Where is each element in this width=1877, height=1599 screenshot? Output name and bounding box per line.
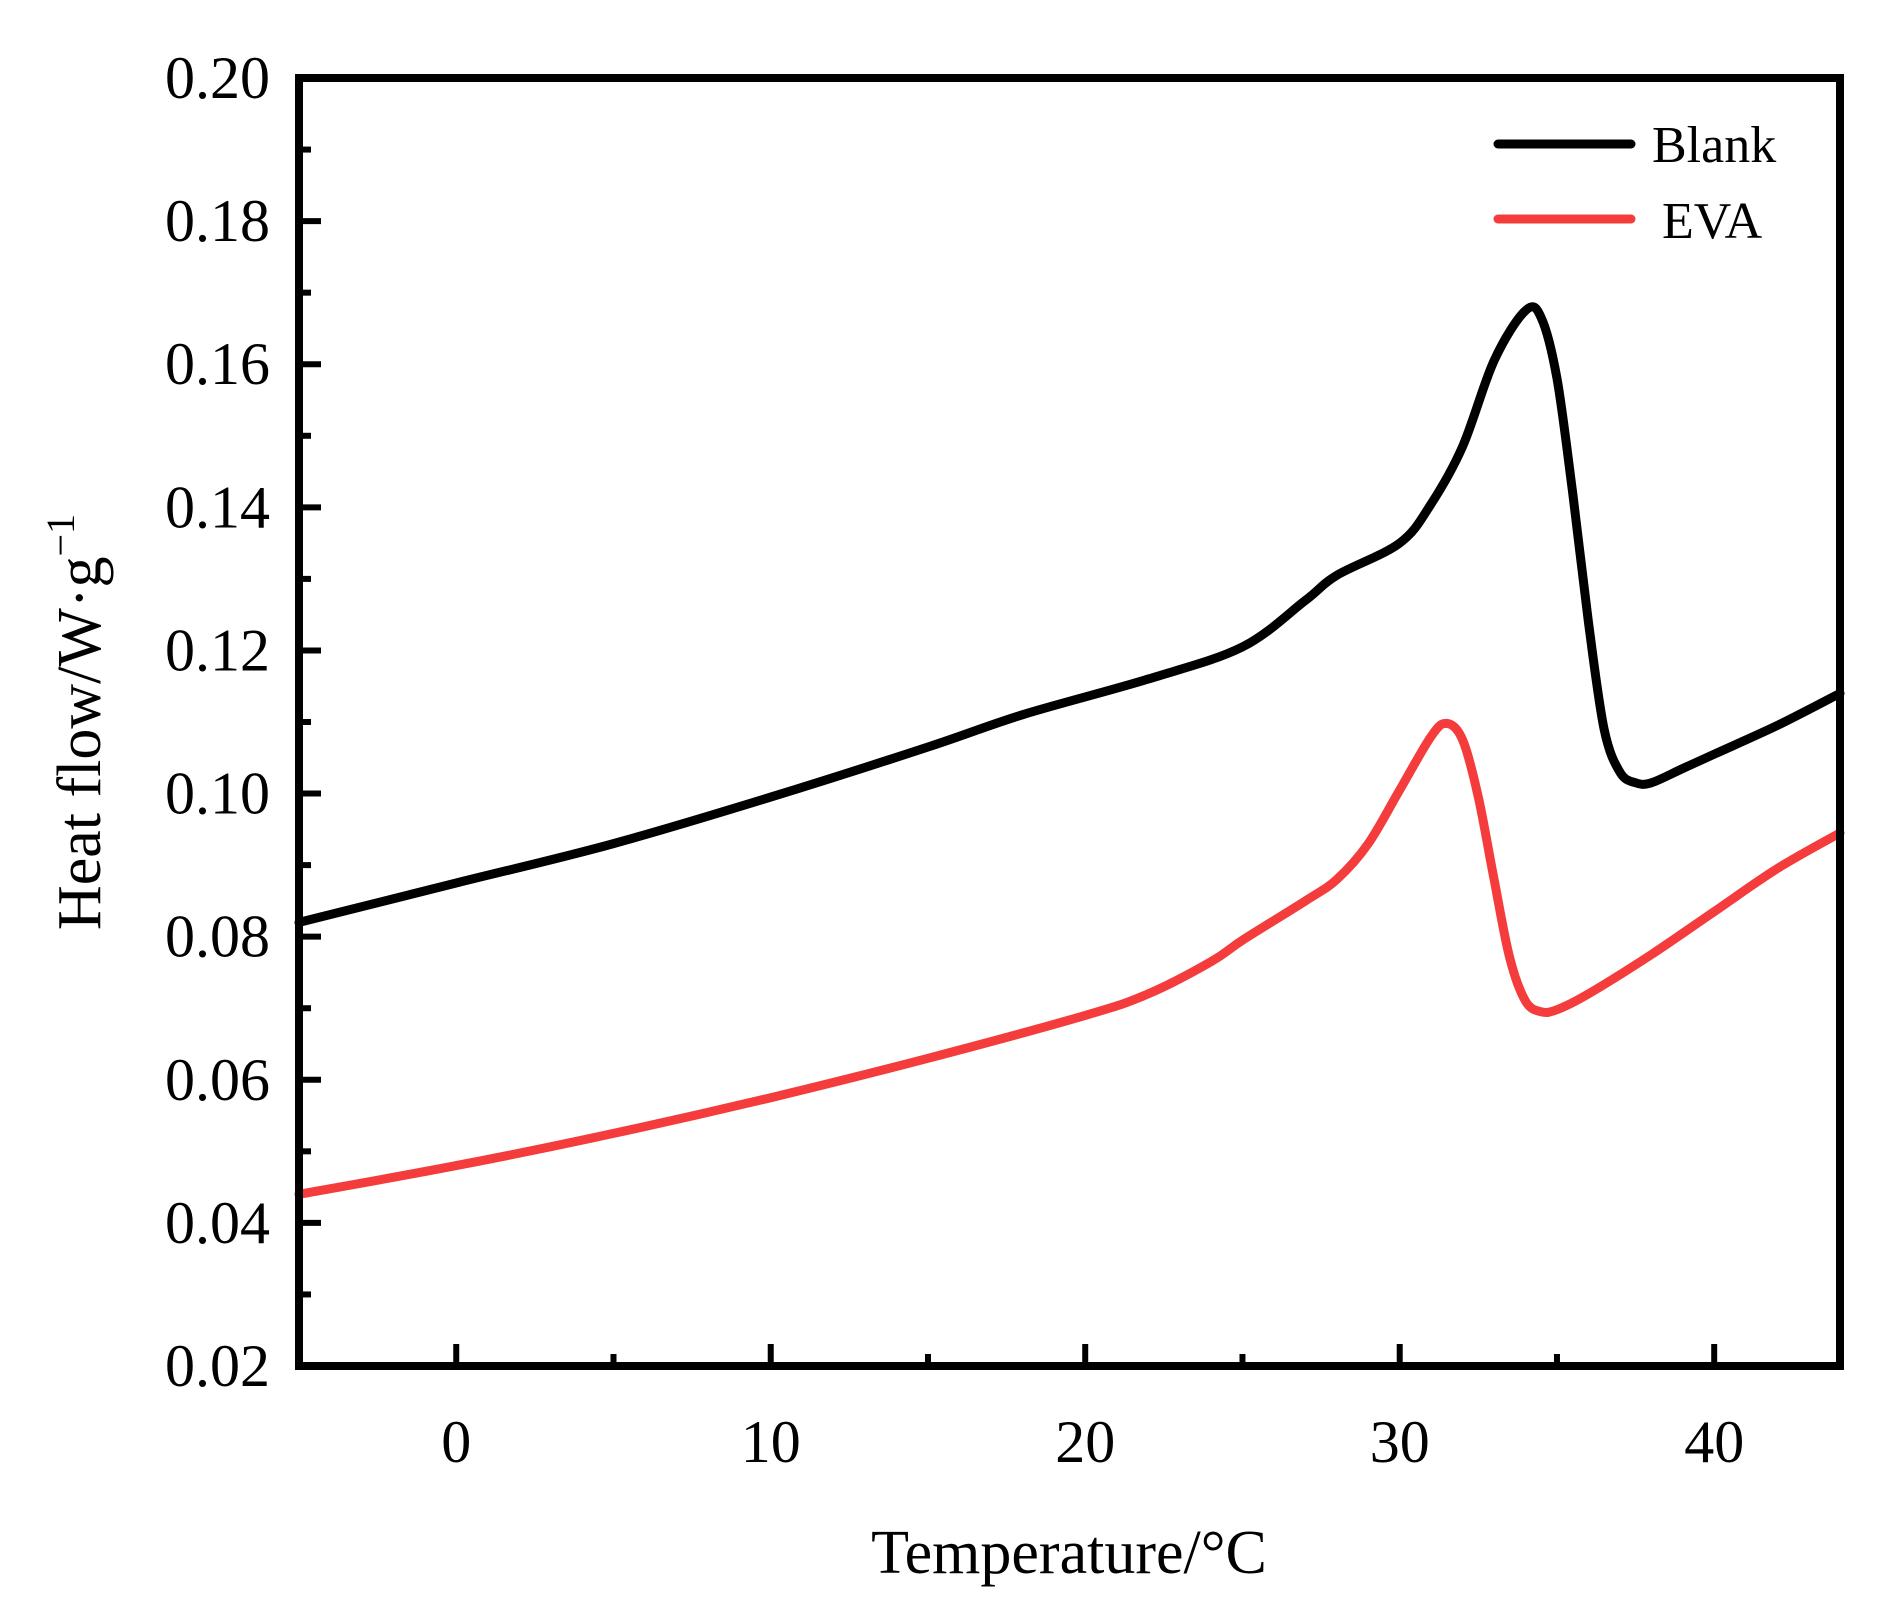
y-tick-label: 0.10 [165, 761, 270, 827]
heat-flow-chart: 0 10 20 30 40 0.02 0.04 0.06 0.08 0.10 0.12 0.14 0.… [0, 0, 1877, 1599]
x-tick-label: 30 [1370, 1409, 1430, 1475]
y-axis-title: Heat flow/W·g−1 [38, 514, 114, 930]
chart-background [0, 0, 1877, 1599]
x-axis-title: Temperature/°C [871, 1519, 1267, 1587]
x-tick-label: 10 [741, 1409, 801, 1475]
y-tick-label: 0.16 [165, 331, 270, 397]
y-tick-label: 0.12 [165, 617, 270, 683]
legend-label-eva: EVA [1662, 193, 1763, 250]
y-axis-title-superscript: −1 [38, 514, 83, 557]
svg-text:Heat flow/W·g−1: Heat flow/W·g−1 [38, 514, 114, 930]
y-tick-label: 0.14 [165, 474, 270, 540]
x-tick-label: 0 [441, 1409, 471, 1475]
y-tick-label: 0.20 [165, 45, 270, 111]
y-axis-title-main: Heat flow/W·g [46, 556, 114, 930]
y-tick-label: 0.06 [165, 1047, 270, 1113]
x-tick-label: 40 [1684, 1409, 1744, 1475]
legend-label-blank: Blank [1652, 117, 1776, 174]
y-tick-label: 0.08 [165, 904, 270, 970]
y-tick-label: 0.02 [165, 1333, 270, 1399]
x-tick-label: 20 [1055, 1409, 1115, 1475]
y-tick-label: 0.04 [165, 1190, 270, 1256]
y-tick-label: 0.18 [165, 188, 270, 254]
